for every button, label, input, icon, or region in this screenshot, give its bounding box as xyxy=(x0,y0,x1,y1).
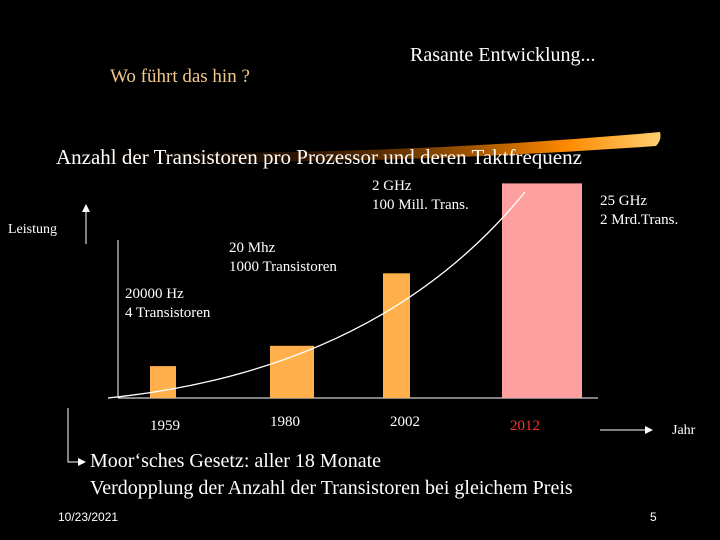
bar-1959 xyxy=(150,366,176,398)
exponential-curve xyxy=(107,191,526,399)
bar-1980 xyxy=(270,345,314,398)
annotation-2002-line1: 2 GHz xyxy=(372,178,412,194)
moore-bracket-arrow xyxy=(67,408,82,463)
annotation-1959-line2: 4 Transistoren xyxy=(125,305,211,321)
year-label-1959: 1959 xyxy=(150,418,180,434)
footer-page-number: 5 xyxy=(650,510,657,524)
annotation-2012: 25 GHz 2 Mrd.Trans. xyxy=(600,192,678,230)
annotation-2012-line2: 2 Mrd.Trans. xyxy=(600,212,679,228)
main-title: Anzahl der Transistoren pro Prozessor un… xyxy=(56,145,582,169)
year-label-2012: 2012 xyxy=(510,418,540,434)
bar-2012 xyxy=(502,183,582,398)
annotation-2002: 2 GHz 100 Mill. Trans. xyxy=(372,177,469,215)
title-swoosh xyxy=(40,132,661,163)
bar-2002 xyxy=(383,273,410,398)
annotation-1959-line1: 20000 Hz xyxy=(125,286,184,302)
year-label-1980: 1980 xyxy=(270,414,300,430)
headline-subtitle: Rasante Entwicklung... xyxy=(410,44,596,66)
footer-date: 10/23/2021 xyxy=(58,510,119,524)
annotation-1959: 20000 Hz 4 Transistoren xyxy=(125,285,210,323)
moore-law-line1: Moor‘sches Gesetz: aller 18 Monate xyxy=(90,450,382,472)
moore-bracket-arrow-head xyxy=(78,458,86,466)
y-axis-label: Leistung xyxy=(8,222,57,237)
annotation-2002-line2: 100 Mill. Trans. xyxy=(372,197,469,213)
bars-group xyxy=(150,183,582,398)
x-axis-label: Jahr xyxy=(672,423,696,438)
question-subtitle: Wo führt das hin ? xyxy=(110,66,250,87)
annotation-1980-line2: 1000 Transistoren xyxy=(229,259,337,275)
year-label-2002: 2002 xyxy=(390,414,420,430)
moore-law-line2: Verdopplung der Anzahl der Transistoren … xyxy=(90,477,573,499)
leistung-arrow-head xyxy=(82,204,90,212)
annotation-1980-line1: 20 Mhz xyxy=(229,240,276,256)
annotation-2012-line1: 25 GHz xyxy=(600,193,648,209)
annotation-1980: 20 Mhz 1000 Transistoren xyxy=(229,239,337,277)
jahr-arrow-head xyxy=(645,426,653,434)
